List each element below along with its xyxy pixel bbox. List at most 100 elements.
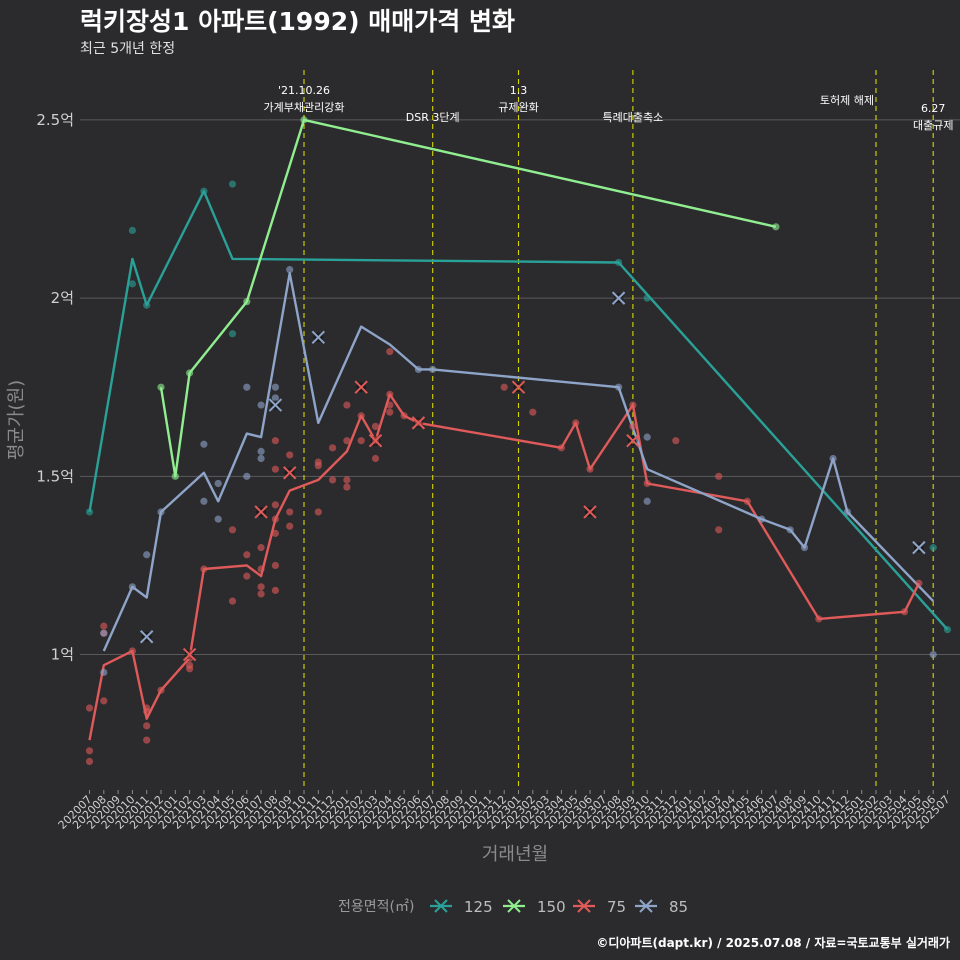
data-point-85: [414, 365, 422, 374]
data-point-75: [400, 412, 408, 420]
annotation-text: 1.3: [510, 84, 528, 97]
data-point-85: [786, 526, 794, 534]
data-point-85: [615, 383, 623, 391]
data-point-125: [643, 294, 651, 302]
data-point-75: [629, 401, 637, 409]
data-point-75: [257, 565, 265, 573]
cancelled-cross: [368, 433, 383, 448]
data-point-75: [128, 647, 136, 655]
annotation-text: 규제완화: [498, 101, 538, 114]
cancelled-marker-75: [368, 433, 383, 448]
data-point-75: [815, 615, 823, 623]
cancelled-marker-85: [311, 330, 326, 345]
data-point-75: [243, 572, 251, 580]
data-point-75: [186, 665, 194, 673]
data-point-150: [772, 223, 780, 231]
data-point-85: [100, 629, 108, 637]
data-point-75: [672, 437, 680, 445]
cancelled-cross: [912, 540, 926, 555]
annotation-text: 토허제 해제: [820, 93, 874, 107]
data-point-125: [228, 330, 237, 338]
data-point-75: [271, 465, 279, 473]
data-point-150: [186, 369, 194, 377]
cancelled-cross: [411, 416, 426, 430]
cancelled-marker-75: [511, 380, 526, 394]
data-point-75: [629, 422, 637, 431]
annotation-text: 대출규제: [913, 119, 953, 132]
data-point-75: [371, 422, 380, 431]
data-point-125: [200, 187, 208, 195]
data-point-75: [901, 608, 909, 616]
legend-key-cross: [507, 899, 521, 913]
data-point-85: [243, 383, 251, 391]
data-point-75: [386, 390, 394, 398]
data-point-125: [85, 508, 94, 516]
cancelled-cross: [583, 505, 597, 519]
data-point-150: [243, 298, 251, 306]
legend-label: 85: [669, 898, 688, 916]
data-point-150: [157, 383, 165, 391]
policy-lines: [303, 70, 934, 790]
data-point-75: [357, 412, 365, 420]
annotation-text: '21.10.26: [278, 84, 330, 97]
data-point-75: [371, 454, 380, 463]
annotation-text: DSR 3단계: [406, 111, 460, 124]
data-point-75: [157, 686, 165, 694]
cancelled-marker-75: [354, 380, 368, 394]
y-axis-title: 평균가(원): [6, 380, 27, 460]
data-point-75: [357, 437, 365, 445]
y-axis: 1억 1.5억 2억 2.5억: [36, 111, 74, 664]
cancelled-marker-75: [282, 466, 297, 480]
data-point-75: [271, 529, 279, 537]
data-point-85: [100, 668, 108, 676]
data-point-150: [300, 116, 308, 124]
data-point-85: [214, 515, 222, 523]
cancelled-marker-85: [611, 291, 626, 305]
data-point-75: [314, 458, 322, 466]
data-point-75: [271, 586, 279, 594]
cancelled-cross: [611, 291, 626, 305]
data-point-75: [386, 401, 394, 409]
annotation-text: 가계부채관리강화: [264, 101, 345, 114]
cancelled-cross: [282, 466, 297, 480]
data-point-75: [329, 476, 337, 484]
cancelled-marker-75: [182, 647, 197, 662]
data-point-75: [286, 508, 294, 516]
data-point-75: [386, 347, 394, 356]
data-point-75: [915, 579, 923, 587]
cancelled-marker-85: [912, 540, 926, 555]
cancelled-cross: [511, 380, 526, 394]
cancelled-cross: [311, 330, 326, 345]
data-point-85: [843, 508, 852, 516]
data-point-75: [243, 551, 251, 559]
data-point-85: [128, 583, 136, 591]
data-point-75: [85, 747, 94, 755]
cancelled-cross: [254, 505, 268, 519]
data-point-85: [143, 551, 151, 559]
legend: 전용면적(㎡) 125 150 75 85: [338, 898, 688, 916]
cancelled-marker-75: [411, 416, 426, 430]
data-point-75: [143, 722, 151, 730]
data-point-85: [758, 515, 766, 523]
data-point-75: [329, 444, 337, 452]
legend-title: 전용면적(㎡): [338, 899, 414, 915]
cancelled-marker-75: [254, 505, 268, 519]
series-line-150: [159, 118, 777, 478]
data-point-125: [128, 280, 136, 288]
data-point-85: [257, 454, 265, 463]
data-point-75: [286, 522, 294, 530]
data-point-75: [271, 501, 279, 509]
data-point-85: [429, 365, 437, 374]
data-point-125: [929, 544, 937, 552]
data-point-75: [286, 451, 294, 459]
source-caption: ©디아파트(dapt.kr) / 2025.07.08 / 자료=국토교통부 실…: [596, 936, 950, 950]
cancelled-marker-85: [139, 630, 154, 644]
data-point-75: [529, 408, 537, 416]
data-point-75: [343, 401, 351, 409]
data-point-75: [343, 476, 351, 484]
cancelled-marker-75: [626, 433, 640, 448]
data-point-85: [214, 479, 222, 488]
data-point-85: [271, 394, 279, 402]
